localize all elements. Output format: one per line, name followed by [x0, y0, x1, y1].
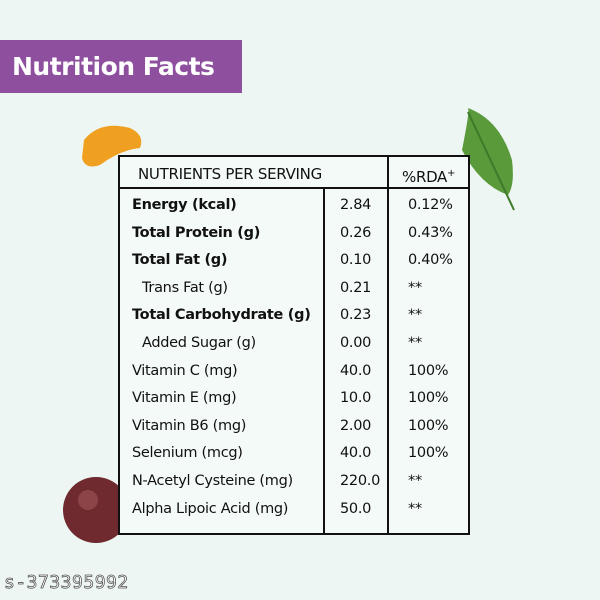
rda-value: 100% — [408, 417, 449, 434]
nutrient-amount: 50.0 — [340, 500, 372, 517]
nutrient-name: Total Carbohydrate (g) — [132, 307, 311, 324]
column-rule — [387, 157, 389, 533]
rda-value: 0.40% — [408, 252, 453, 269]
turmeric — [82, 125, 142, 167]
nutrition-table: NUTRIENTS PER SERVING %RDA+ Energy (kcal… — [118, 155, 470, 535]
nutrient-name: Alpha Lipoic Acid (mg) — [132, 500, 289, 517]
rda-value: 100% — [408, 362, 449, 379]
nutrient-name: Vitamin C (mg) — [132, 362, 238, 379]
nutrient-name: Vitamin E (mg) — [132, 390, 237, 407]
rda-value: 100% — [408, 445, 449, 462]
column-header-mark: + — [447, 168, 456, 179]
rda-value: 0.43% — [408, 224, 453, 241]
nutrient-name: N-Acetyl Cysteine (mg) — [132, 473, 293, 489]
rda-value: ** — [408, 279, 422, 296]
nutrient-amount: 40.0 — [340, 445, 372, 462]
nutrient-name: Added Sugar (g) — [142, 335, 256, 351]
nutrient-name: Energy (kcal) — [132, 197, 237, 213]
watermark: s-373395992 — [4, 572, 129, 594]
nutrient-amount: 220.0 — [340, 473, 381, 489]
title-banner: Nutrition Facts — [0, 40, 242, 93]
rda-value: ** — [408, 473, 422, 489]
nutrient-amount: 40.0 — [340, 362, 372, 379]
nutrient-amount: 0.00 — [340, 335, 372, 351]
nutrient-name: Trans Fat (g) — [142, 279, 228, 296]
rda-value: ** — [408, 335, 422, 351]
header-rule — [120, 187, 468, 189]
rda-value: 0.12% — [408, 197, 453, 213]
rda-value: 100% — [408, 390, 449, 407]
column-header: %RDA+ — [402, 157, 455, 189]
nutrient-amount: 0.26 — [340, 224, 372, 241]
nutrient-name: Vitamin B6 (mg) — [132, 417, 247, 434]
rda-value: ** — [408, 500, 422, 517]
column-header-text: %RDA — [402, 168, 448, 186]
column-rule — [323, 189, 325, 533]
nutrient-name: Selenium (mcg) — [132, 445, 243, 462]
nutrient-amount: 10.0 — [340, 390, 372, 407]
nutrient-amount: 0.23 — [340, 307, 372, 324]
rda-value: ** — [408, 307, 422, 324]
nutrient-amount: 0.21 — [340, 279, 372, 296]
grape — [63, 477, 129, 543]
nutrient-amount: 2.00 — [340, 417, 372, 434]
nutrient-name: Total Protein (g) — [132, 224, 261, 241]
column-header: NUTRIENTS PER SERVING — [138, 165, 322, 183]
nutrient-amount: 0.10 — [340, 252, 372, 269]
grape-shine — [78, 490, 98, 510]
nutrient-name: Total Fat (g) — [132, 252, 228, 269]
leaf-vein — [467, 111, 515, 211]
nutrient-amount: 2.84 — [340, 197, 372, 213]
